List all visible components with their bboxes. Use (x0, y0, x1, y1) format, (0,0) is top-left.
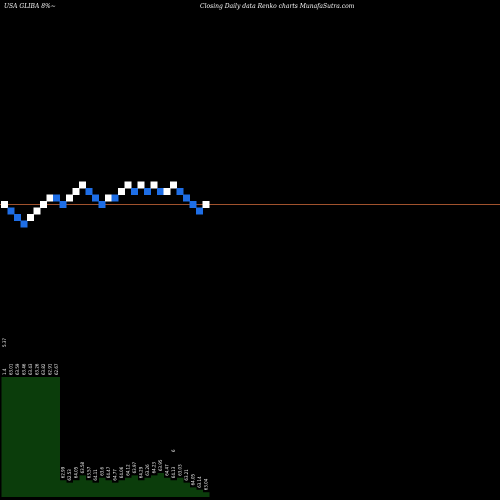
volume-label: 1.4 (2, 368, 7, 375)
renko-brick-down (157, 188, 164, 195)
renko-brick-down (111, 194, 119, 202)
volume-label: 63.04 (204, 478, 209, 490)
renko-brick-down (20, 220, 28, 228)
chart-title: USA GLIBA 8%~ (4, 3, 56, 10)
brick-series (1, 181, 210, 228)
renko-brick-up (40, 201, 47, 208)
renko-brick-up (66, 194, 73, 202)
renko-brick-up (46, 194, 54, 202)
chart-subtitle: Closing Daily data Renko charts MunafaSu… (200, 3, 355, 10)
renko-brick-down (176, 188, 184, 195)
renko-brick-up (163, 188, 171, 195)
renko-brick-down (14, 214, 21, 221)
renko-brick-down (59, 201, 67, 208)
renko-brick-up (79, 181, 86, 189)
renko-brick-down (196, 207, 203, 215)
renko-brick-down (85, 188, 93, 195)
volume-label: 64.23 (152, 461, 157, 473)
volume-labels: 1.4 63.01 63.59 63.46 63.43 63.26 63.82 62.91 62… (2, 338, 209, 491)
renko-brick-down (92, 194, 99, 202)
volume-label: 6 (171, 449, 176, 452)
volume-label: 62.99 (61, 466, 66, 478)
volume-label: 64.29 (139, 466, 144, 478)
volume-label: 64.13 (171, 466, 176, 478)
volume-label: 64.11 (93, 469, 98, 481)
volume-label: 63.95 (158, 459, 163, 471)
volume-label: 63.46 (22, 363, 27, 375)
volume-label: 63.58 (80, 461, 85, 473)
volume-area (1, 377, 210, 497)
renko-brick-up (150, 181, 158, 189)
volume-label: 63.82 (41, 363, 46, 375)
renko-brick-up (202, 201, 210, 208)
renko-brick-up (170, 181, 177, 189)
volume-label: 63.6 (100, 466, 105, 475)
volume-label: 63.03 (178, 464, 183, 476)
renko-brick-down (53, 194, 60, 202)
renko-brick-up (27, 214, 34, 221)
renko-brick-down (98, 201, 106, 208)
volume-label: 63.26 (145, 464, 150, 476)
volume-label: 63.26 (35, 363, 40, 375)
volume-label: 64.05 (74, 466, 79, 478)
volume-label: 64.77 (113, 469, 118, 481)
volume-label: 63.14 (197, 476, 202, 488)
renko-brick-up (72, 188, 80, 195)
renko-brick-up (118, 188, 125, 195)
volume-fill (1, 377, 210, 497)
renko-brick-down (7, 207, 15, 215)
renko-brick-down (189, 201, 197, 208)
volume-label: 64.12 (126, 464, 131, 476)
renko-brick-up (137, 181, 145, 189)
volume-label: 62.91 (48, 363, 53, 375)
volume-label: 63.43 (28, 363, 33, 375)
volume-label: 63.01 (9, 363, 14, 375)
renko-brick-up (1, 201, 8, 208)
renko-brick-up (105, 194, 112, 202)
volume-label: 63.59 (15, 363, 20, 375)
renko-brick-down (183, 194, 190, 202)
volume-label: 63.57 (87, 466, 92, 478)
volume-label: 63.97 (132, 461, 137, 473)
volume-label: 62.67 (54, 363, 59, 375)
volume-label: 64.05 (191, 473, 196, 485)
renko-brick-up (124, 181, 132, 189)
volume-label: 5.37 (2, 338, 7, 347)
volume-label: 64.06 (119, 466, 124, 478)
volume-label: 64.47 (165, 464, 170, 476)
renko-brick-up (33, 207, 41, 215)
renko-brick-down (144, 188, 151, 195)
volume-label: 62.53 (67, 469, 72, 481)
renko-brick-down (131, 188, 138, 195)
volume-label: 63.21 (184, 469, 189, 481)
volume-label: 64.47 (106, 466, 111, 478)
